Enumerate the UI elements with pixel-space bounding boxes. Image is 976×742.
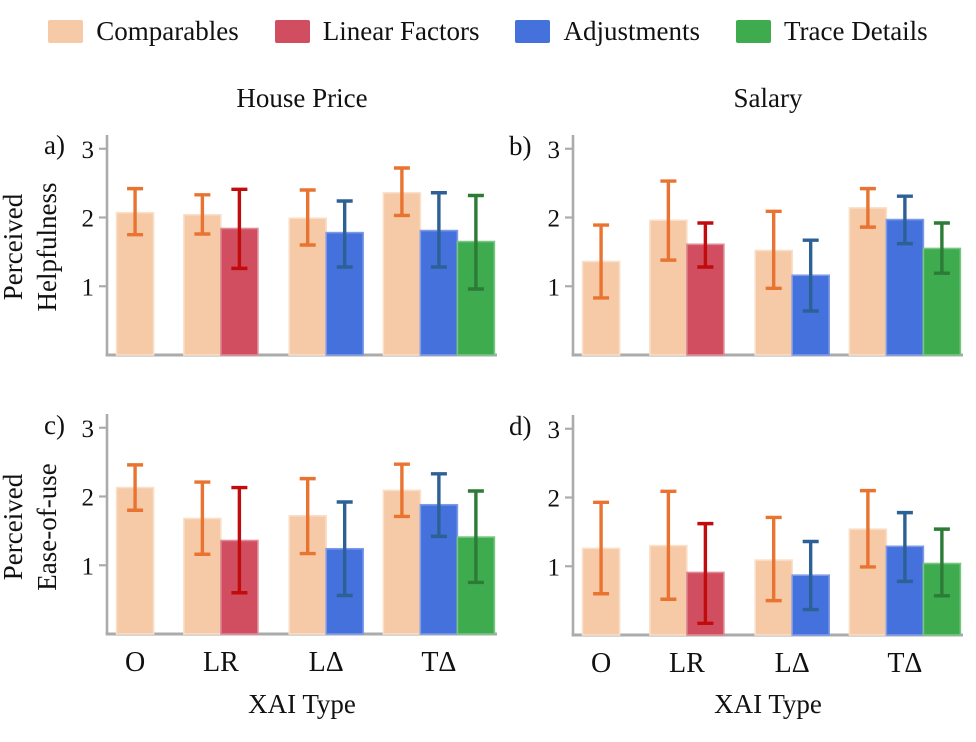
x-tick-label: TΔ xyxy=(887,648,922,679)
y-tick-label: 3 xyxy=(548,417,561,444)
x-tick-label: LΔ xyxy=(775,648,810,679)
panel-label-d: d) xyxy=(509,411,532,441)
bar-c-comparables xyxy=(115,486,155,635)
y-tick-label: 1 xyxy=(548,274,561,301)
legend-swatch-linear-factors xyxy=(274,20,310,43)
legend-swatch-adjustments xyxy=(515,20,551,43)
chart-panel-c: 1 2 3 O LR LΔ TΔ xyxy=(82,414,497,678)
legend-label-comparables: Comparables xyxy=(96,16,239,46)
x-axis-title-left: XAI Type xyxy=(248,689,356,719)
legend-swatch-comparables xyxy=(48,20,84,43)
y-tick-label: 2 xyxy=(548,486,561,513)
legend-item-trace-details: Trace Details xyxy=(735,16,928,46)
y-axis-label-helpfulness: Perceived Helpfulness xyxy=(0,127,68,367)
x-tick-label: LΔ xyxy=(309,647,344,678)
x-tick-label: LR xyxy=(203,647,239,678)
y-tick-label: 1 xyxy=(82,553,95,580)
y-tick-label: 3 xyxy=(82,416,95,443)
x-tick-label: O xyxy=(125,647,145,678)
chart-panel-d: 1 2 3 O LR LΔ TΔ xyxy=(548,415,963,679)
legend-label-linear-factors: Linear Factors xyxy=(322,16,480,46)
panel-label-c: c) xyxy=(44,410,65,440)
bar-a-comparables xyxy=(115,211,155,356)
y-axis-label-line1: Perceived xyxy=(0,193,28,301)
legend-item-linear-factors: Linear Factors xyxy=(274,16,480,46)
legend: Comparables Linear Factors Adjustments T… xyxy=(0,18,976,45)
y-tick-label: 2 xyxy=(82,206,95,233)
y-tick-label: 1 xyxy=(82,274,95,301)
legend-item-adjustments: Adjustments xyxy=(515,18,700,45)
y-axis-label-line2: Ease-of-use xyxy=(32,463,62,591)
y-tick-label: 1 xyxy=(548,554,561,581)
y-axis-label-line2: Helpfulness xyxy=(32,182,62,312)
bar-a-linear xyxy=(220,227,259,356)
y-tick-label: 2 xyxy=(82,485,95,512)
x-tick-label: LR xyxy=(669,648,705,679)
x-tick-label: TΔ xyxy=(421,647,456,678)
bar-b-comparables xyxy=(848,207,888,356)
x-tick-label: O xyxy=(591,648,611,679)
legend-swatch-trace-details xyxy=(735,20,771,43)
panel-label-a: a) xyxy=(44,130,65,160)
y-tick-label: 2 xyxy=(548,206,561,233)
y-axis-label-ease-of-use: Perceived Ease-of-use xyxy=(0,407,68,647)
bar-a-comparables xyxy=(183,213,222,356)
chart-panel-b: 1 2 3 xyxy=(548,135,963,357)
y-tick-label: 3 xyxy=(82,137,95,164)
legend-item-comparables: Comparables xyxy=(48,16,239,46)
y-axis-label-line1: Perceived xyxy=(0,473,28,581)
panel-label-b: b) xyxy=(509,131,532,161)
x-axis-title-right: XAI Type xyxy=(714,689,822,719)
y-tick-label: 3 xyxy=(548,137,561,164)
legend-label-adjustments: Adjustments xyxy=(563,16,700,46)
column-title-house-price: House Price xyxy=(236,83,368,113)
chart-panel-a: 1 2 3 xyxy=(82,135,497,357)
column-title-salary: Salary xyxy=(733,83,803,113)
legend-label-trace-details: Trace Details xyxy=(783,16,928,46)
